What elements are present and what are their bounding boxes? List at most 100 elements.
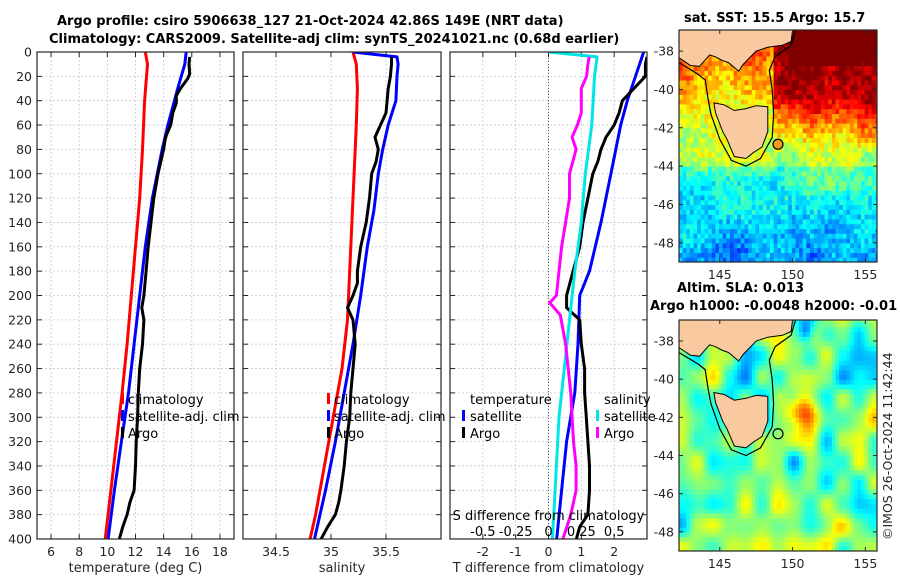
map-cell [780,257,786,262]
map-cell [715,484,720,490]
map-cell [748,180,753,186]
map-cell [784,175,789,182]
map-cell [784,503,789,509]
map-cell [795,345,800,352]
map-cell [810,118,815,124]
map-cell [719,388,724,395]
map-cell [740,204,746,210]
map-cell [704,422,709,428]
map-cell [864,132,869,138]
legend-swatch [596,410,599,421]
x-tick-label: 8 [75,544,83,559]
map-cell [693,75,698,81]
map-cell [802,455,807,461]
map-cell [766,209,771,215]
map-cell [824,175,829,182]
map-cell [795,209,800,215]
map-cell [751,60,756,67]
map-cell [784,522,789,528]
map-cell [853,65,858,71]
map-cell [715,360,720,366]
map-cell [719,446,724,452]
map-cell [744,209,749,215]
map-cell [682,180,687,186]
map-cell [679,65,684,71]
map-cell [697,118,702,124]
map-cell [780,170,786,177]
map-cell [711,493,716,500]
map-cell [795,341,800,347]
map-cell [704,156,709,162]
map-cell [795,204,800,210]
map-cell [689,65,695,71]
map-cell [722,75,727,81]
map-cell [802,321,807,328]
map-cell [740,175,746,182]
map-cell [846,223,851,230]
map-cell [813,132,818,138]
map-cell [788,546,793,551]
map-cell [744,527,749,533]
map-cell [751,369,756,375]
map-cell [737,522,742,528]
map-cell [835,94,840,100]
map-cell [744,465,749,471]
map-cell [730,517,735,523]
map-cell [711,484,716,490]
map-cell [766,412,771,418]
map-cell [693,209,698,215]
map-cell [839,247,844,253]
map-cell [831,79,837,86]
map-cell [719,489,724,495]
map-cell [762,51,767,57]
map-cell [762,498,767,504]
map-cell [791,379,796,385]
map-cell [697,446,702,452]
map-cell [744,541,749,547]
map-cell [686,474,691,480]
map-cell [806,388,811,395]
map-cell [737,94,742,100]
map-cell [689,522,695,528]
map-cell [715,436,720,442]
map-cell [799,147,804,153]
map-cell [762,541,767,547]
map-cell [693,247,698,253]
legend-swatch [327,410,330,421]
map-cell [711,441,716,447]
map-cell [839,170,844,177]
map-cell [777,355,782,361]
x-tick-label: -2 [477,544,489,559]
map-cell [755,498,760,504]
map-cell [730,388,735,395]
map-cell [795,252,800,258]
map-cell [861,228,866,234]
map-cell [719,132,724,138]
map-cell [730,441,735,447]
map-cell [773,194,778,201]
map-cell [762,336,767,342]
map-cell [726,223,731,230]
map-cell [679,374,684,380]
map-cell [686,469,691,476]
map-cell [744,238,749,244]
map-cell [773,51,778,57]
map-cell [744,546,749,551]
map-cell [820,175,826,182]
map-cell [773,79,778,86]
map-cell [748,393,753,399]
map-cell [842,108,847,114]
map-cell [700,512,705,519]
map-cell [700,118,705,124]
map-cell [715,489,720,495]
map-cell [850,199,855,206]
map-cell [777,99,782,105]
map-cell [780,147,786,153]
map-cell [788,41,793,47]
map-cell [864,84,869,90]
map-cell [751,233,756,239]
map-cell [770,388,775,395]
map-cell [708,384,713,390]
map-cell [711,228,716,234]
map-cell [842,79,847,86]
